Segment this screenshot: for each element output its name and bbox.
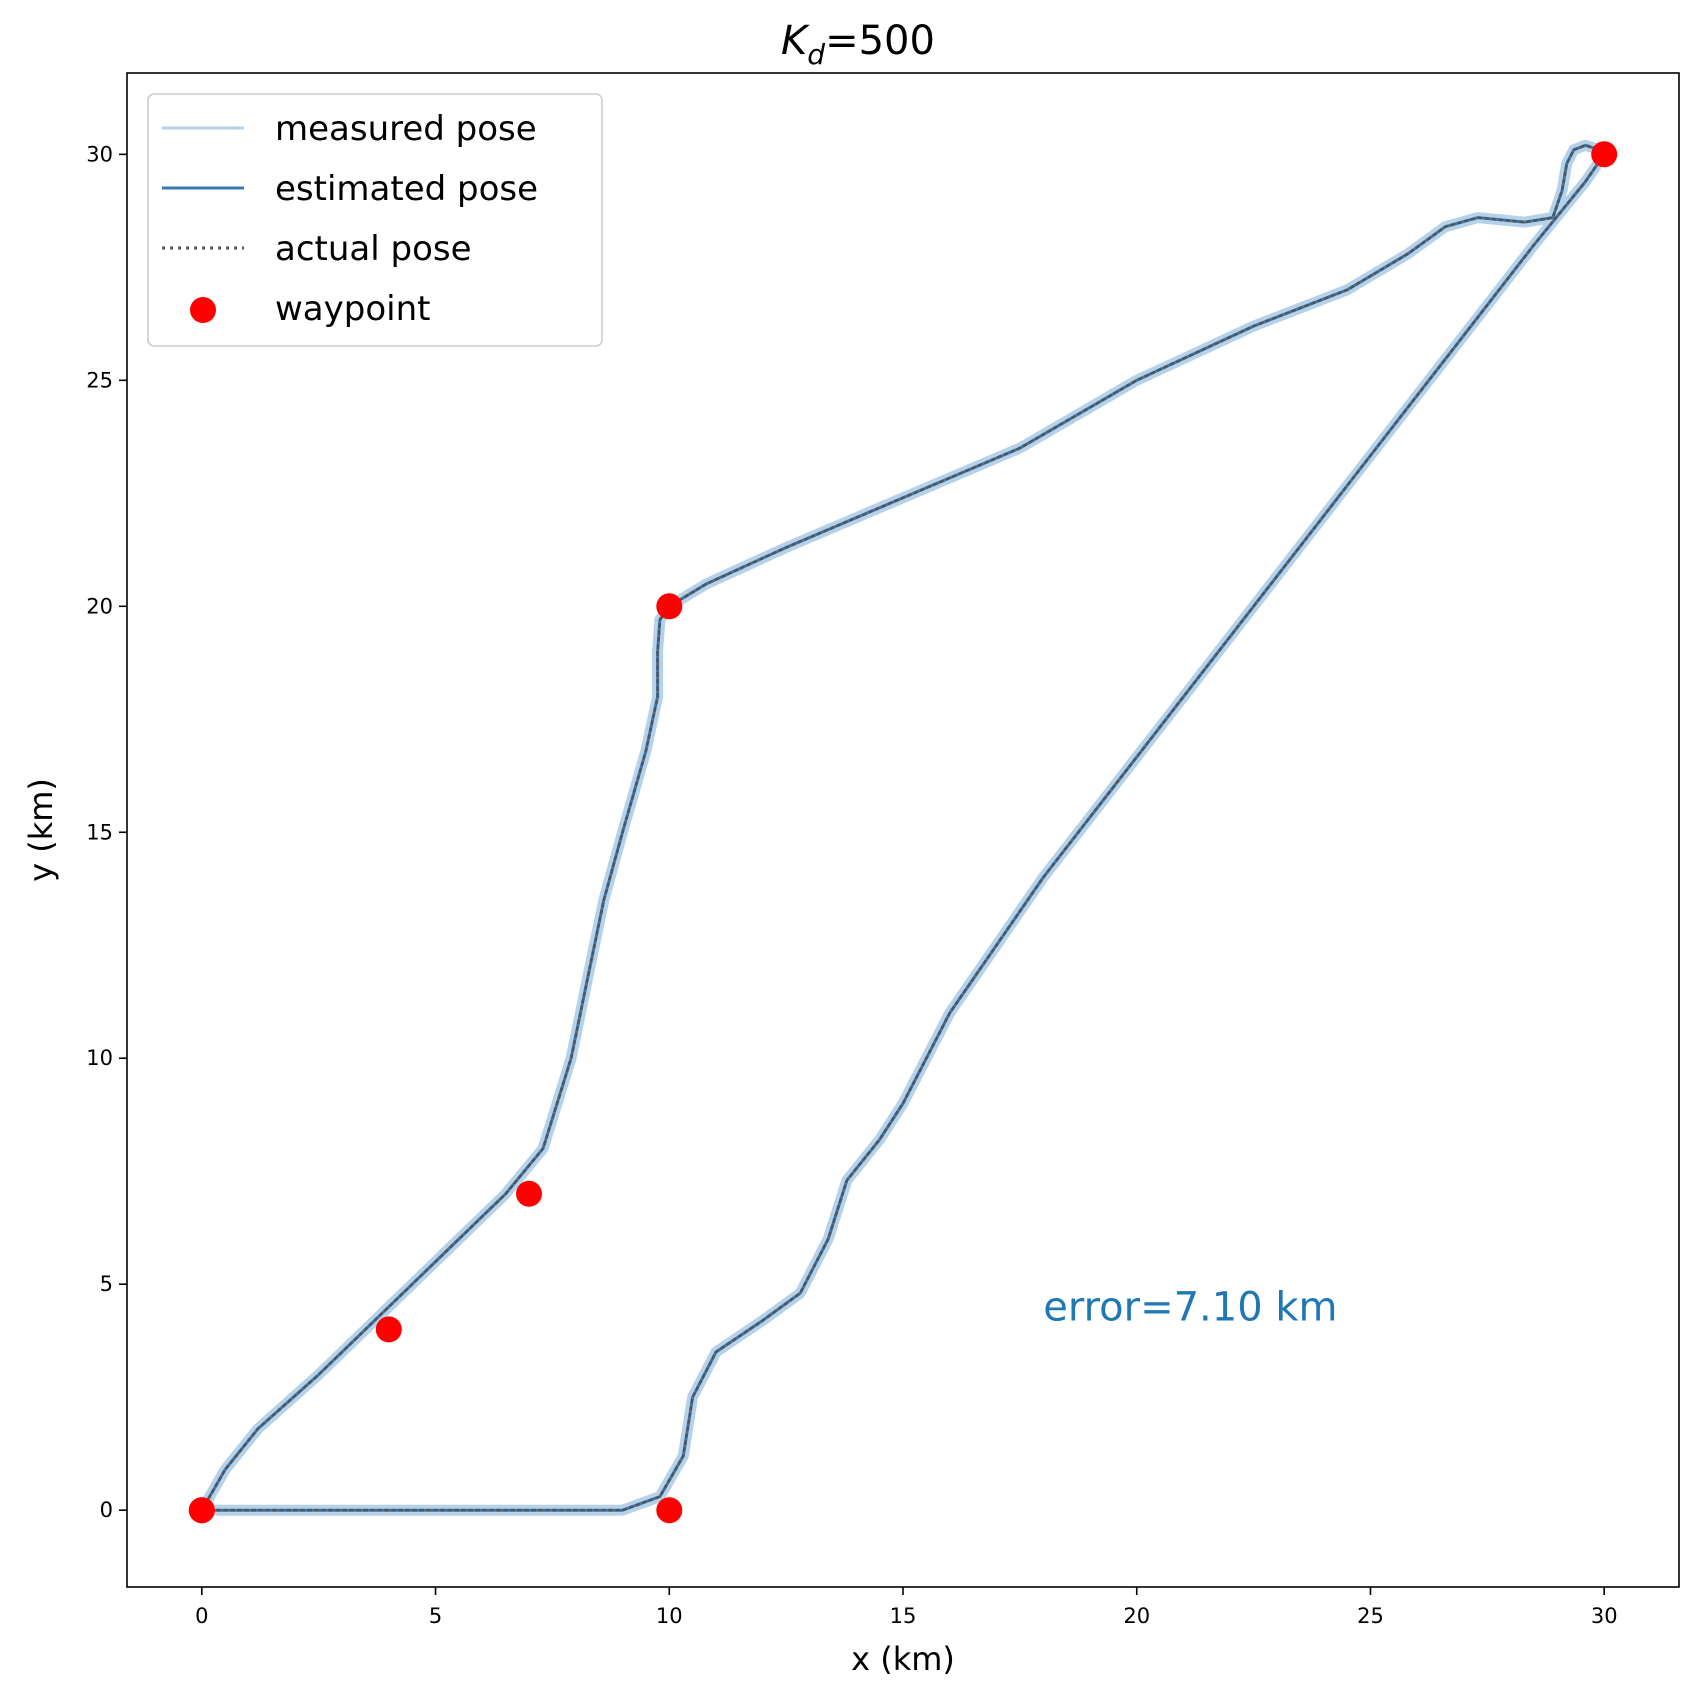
x-tick-label: 30 bbox=[1591, 1604, 1618, 1628]
legend-label-actual-pose: actual pose bbox=[275, 229, 472, 269]
x-tick-label: 15 bbox=[890, 1604, 917, 1628]
waypoint-marker bbox=[1591, 141, 1618, 168]
series-line-actual-pose bbox=[200, 144, 1606, 1512]
legend: measured pose estimated pose actual pose… bbox=[147, 93, 603, 347]
y-axis-ticks: 0 5 10 15 20 25 30 bbox=[86, 142, 127, 1522]
x-axis-ticks: 0 5 10 15 20 25 30 bbox=[195, 1587, 1618, 1628]
error-annotation: error=7.10 km bbox=[1043, 1284, 1337, 1330]
legend-swatch-waypoint bbox=[190, 297, 216, 323]
waypoint-marker bbox=[375, 1316, 402, 1343]
legend-label-measured-pose: measured pose bbox=[275, 109, 537, 149]
y-tick-label: 30 bbox=[86, 142, 113, 166]
chart-title: Kd=500 bbox=[781, 18, 935, 71]
y-tick-label: 0 bbox=[100, 1498, 113, 1522]
y-tick-label: 15 bbox=[86, 820, 113, 844]
waypoint-layer bbox=[188, 141, 1618, 1524]
legend-box bbox=[147, 93, 603, 347]
y-tick-label: 20 bbox=[86, 594, 113, 618]
y-tick-label: 5 bbox=[100, 1272, 113, 1296]
waypoint-marker bbox=[656, 593, 683, 620]
legend-label-estimated-pose: estimated pose bbox=[275, 169, 538, 209]
waypoint-marker bbox=[656, 1497, 683, 1524]
x-tick-label: 25 bbox=[1357, 1604, 1384, 1628]
x-tick-label: 10 bbox=[656, 1604, 683, 1628]
x-tick-label: 20 bbox=[1123, 1604, 1150, 1628]
x-tick-label: 0 bbox=[195, 1604, 208, 1628]
chart-title-suffix: =500 bbox=[825, 18, 935, 64]
y-axis-label: y (km) bbox=[22, 778, 60, 882]
series-layer bbox=[196, 139, 1610, 1516]
chart-title-main: K bbox=[781, 18, 810, 64]
x-axis-label: x (km) bbox=[851, 1640, 955, 1678]
waypoint-marker bbox=[188, 1497, 215, 1524]
chart-title-subscript: d bbox=[807, 38, 825, 71]
y-tick-label: 10 bbox=[86, 1046, 113, 1070]
y-tick-label: 25 bbox=[86, 368, 113, 392]
waypoint-marker bbox=[516, 1180, 542, 1207]
x-tick-label: 5 bbox=[429, 1604, 442, 1628]
legend-label-waypoint: waypoint bbox=[275, 289, 430, 329]
